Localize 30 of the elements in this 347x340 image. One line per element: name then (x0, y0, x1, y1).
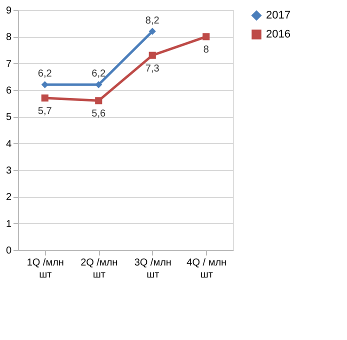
y-tick-label: 5 (6, 112, 12, 124)
x-tick-label: 4Q / млн шт (186, 258, 227, 280)
y-tick-label: 6 (6, 86, 12, 96)
y-tick-label: 2 (6, 192, 12, 204)
y-tick-label: 1 (6, 218, 12, 230)
y-tick-label: 0 (6, 246, 12, 256)
y-tick-label: 4 (6, 138, 12, 150)
y-tick-label: 3 (6, 166, 12, 176)
point (148, 52, 156, 59)
data-label: 6,2 (92, 68, 106, 80)
x-tick-label: 3Q /млн шт (134, 258, 172, 280)
x-tick-label: 1Q /млн шт (26, 258, 64, 280)
y-tick-label: 8 (6, 32, 12, 44)
point (95, 81, 102, 88)
point (202, 33, 210, 40)
data-label: 8,2 (145, 15, 160, 26)
legend-label: 2016 (266, 28, 290, 40)
legend-label: 2017 (266, 10, 290, 22)
data-label: 6,2 (38, 68, 52, 80)
data-label: 7,3 (145, 63, 160, 74)
y-tick-label: 9 (6, 6, 12, 16)
point (95, 97, 102, 104)
data-label: 5,6 (92, 108, 106, 120)
point (41, 81, 48, 88)
data-label: 5,7 (38, 106, 52, 117)
x-tick-label: 2Q /млн шт (80, 258, 118, 280)
data-label: 8 (203, 44, 210, 56)
point (148, 28, 156, 35)
point (41, 94, 48, 102)
y-tick-label: 7 (6, 58, 12, 70)
